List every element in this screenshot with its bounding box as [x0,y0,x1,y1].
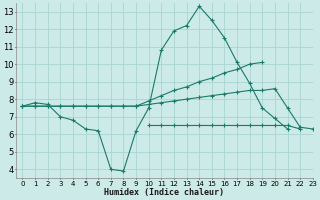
X-axis label: Humidex (Indice chaleur): Humidex (Indice chaleur) [105,188,225,197]
